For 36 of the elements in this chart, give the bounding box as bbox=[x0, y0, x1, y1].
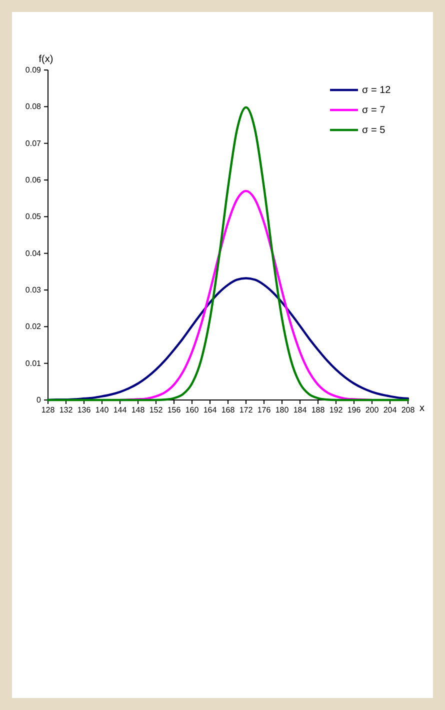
x-tick-label: 168 bbox=[221, 406, 236, 415]
y-tick-label: 0.06 bbox=[25, 176, 42, 185]
y-tick-label: 0.07 bbox=[25, 138, 42, 148]
x-tick-label: 144 bbox=[113, 406, 128, 415]
x-tick-label: 208 bbox=[401, 406, 416, 415]
y-tick-label: 0.01 bbox=[25, 358, 42, 368]
x-tick-label: 128 bbox=[41, 406, 56, 415]
x-tick-label: 172 bbox=[239, 406, 254, 415]
x-tick-label: 180 bbox=[275, 406, 290, 415]
y-tick-label: 0 bbox=[36, 396, 42, 405]
y-axis-title: f(x) bbox=[38, 54, 54, 65]
x-tick-label: 192 bbox=[329, 406, 344, 415]
x-tick-label: 164 bbox=[203, 406, 218, 415]
x-tick-label: 136 bbox=[77, 406, 92, 415]
x-tick-label: 176 bbox=[257, 406, 272, 415]
y-tick-label: 0.05 bbox=[25, 212, 42, 222]
x-tick-label: 188 bbox=[311, 406, 326, 415]
x-tick-label: 140 bbox=[95, 406, 110, 415]
x-tick-label: 184 bbox=[293, 406, 308, 415]
x-tick-label: 132 bbox=[59, 406, 74, 415]
legend-label: σ = 12 bbox=[362, 85, 392, 96]
y-tick-label: 0.08 bbox=[25, 102, 42, 112]
x-axis-title: x bbox=[420, 403, 424, 414]
y-tick-label: 0.03 bbox=[25, 286, 42, 295]
x-tick-label: 200 bbox=[365, 406, 380, 415]
y-tick-label: 0.02 bbox=[25, 322, 42, 332]
x-tick-label: 152 bbox=[149, 406, 164, 415]
legend-label: σ = 7 bbox=[362, 105, 386, 116]
x-tick-label: 196 bbox=[347, 406, 362, 415]
y-tick-label: 0.04 bbox=[25, 248, 42, 258]
legend-label: σ = 5 bbox=[362, 125, 386, 136]
x-tick-label: 156 bbox=[167, 406, 182, 415]
y-tick-label: 0.09 bbox=[25, 66, 42, 75]
x-tick-label: 160 bbox=[185, 406, 200, 415]
x-tick-label: 204 bbox=[383, 406, 398, 415]
x-tick-label: 148 bbox=[131, 406, 146, 415]
